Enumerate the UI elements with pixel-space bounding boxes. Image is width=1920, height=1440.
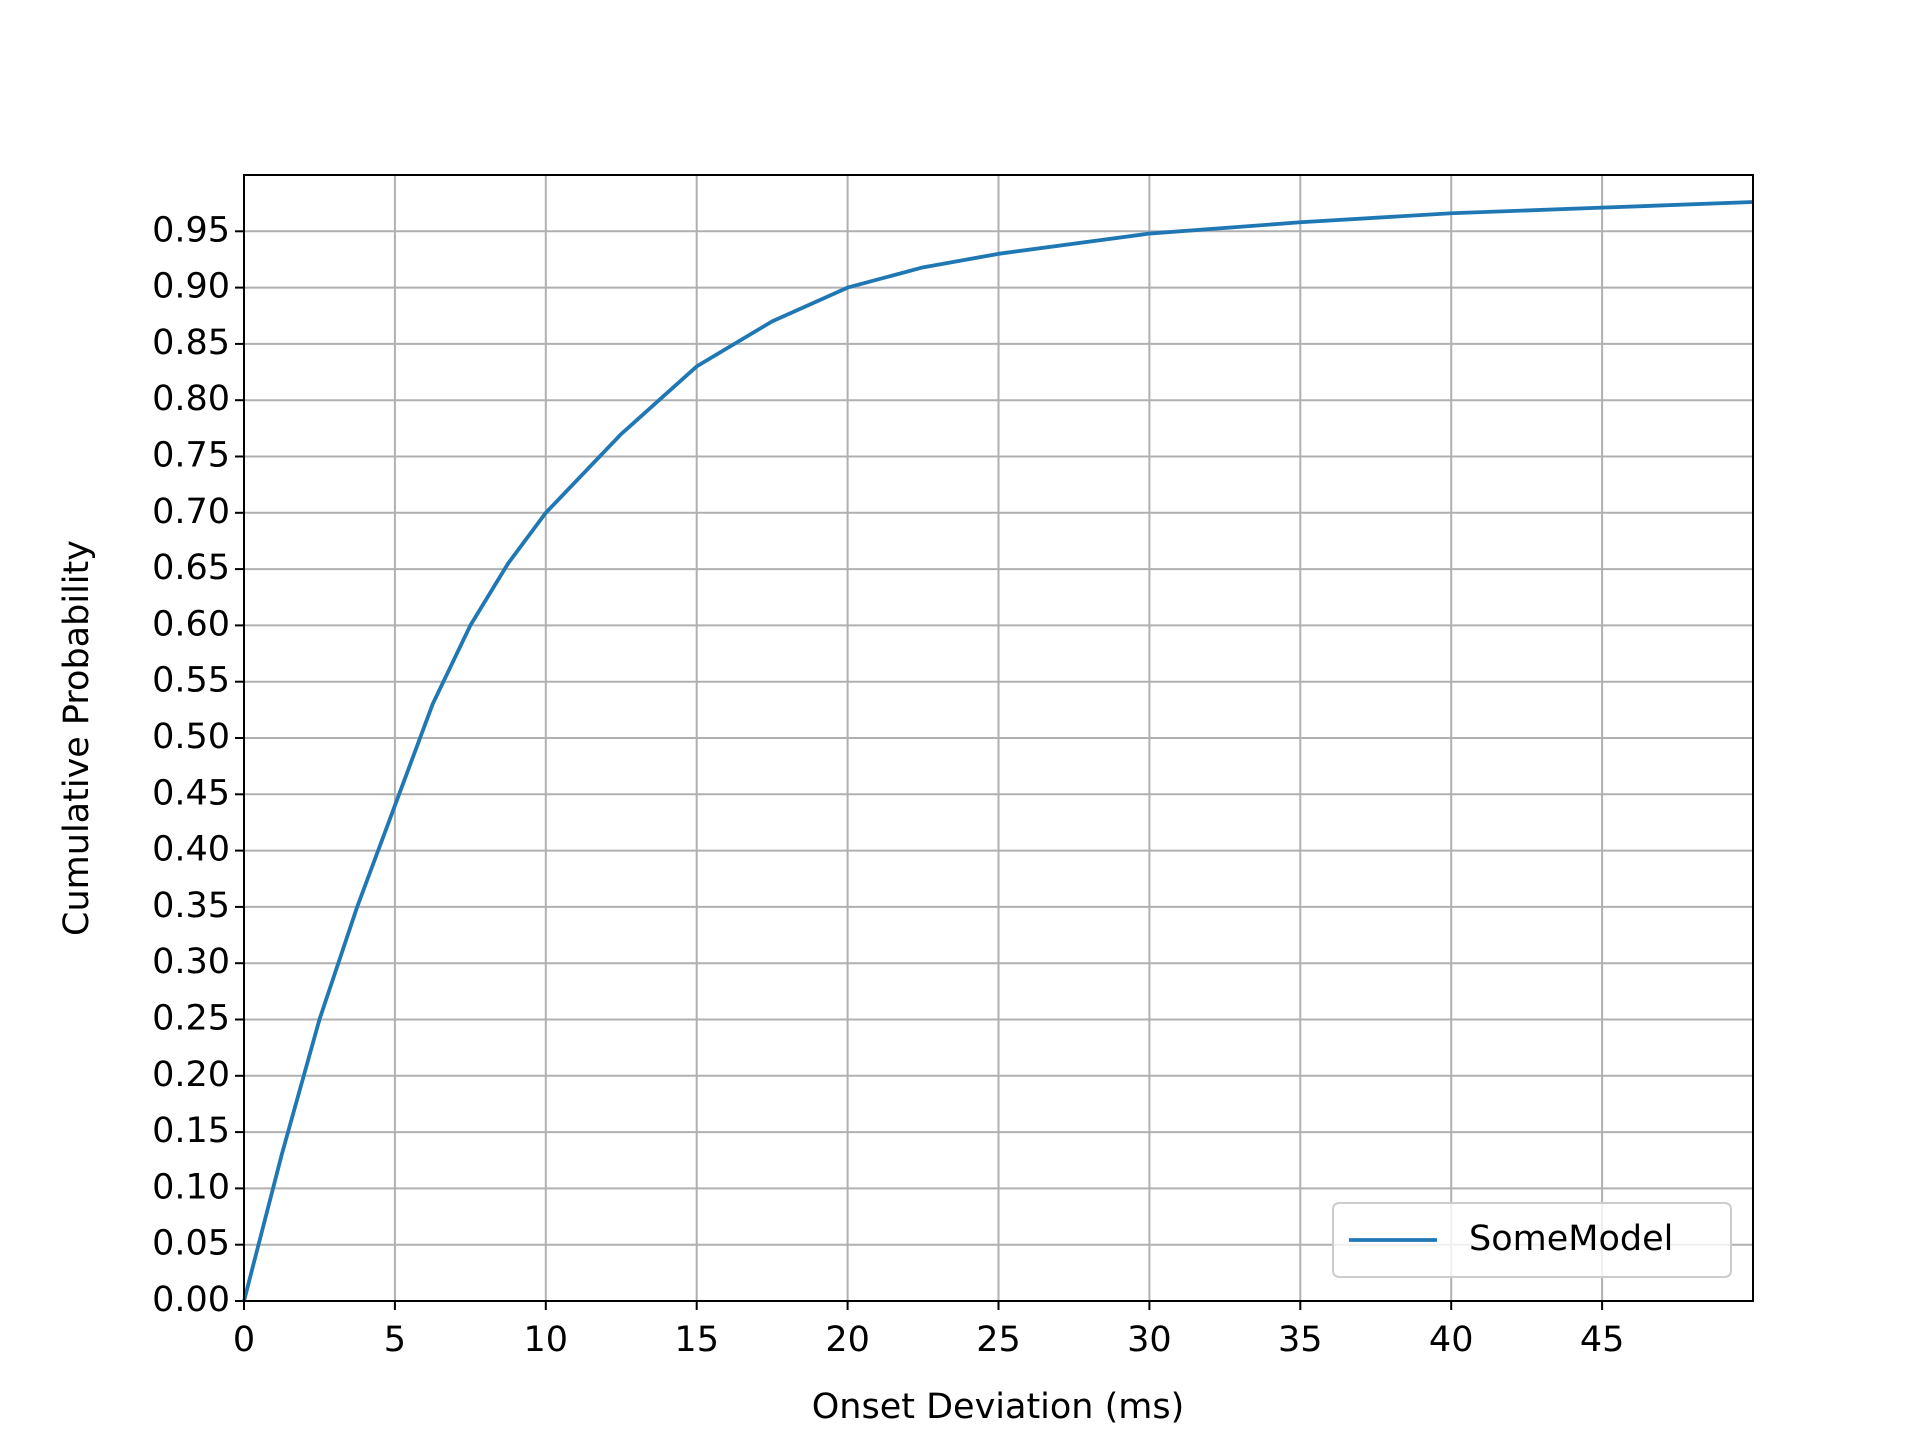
y-tick-label: 0.05 [152, 1224, 230, 1264]
x-tick-label: 35 [1278, 1320, 1323, 1360]
x-tick-label: 10 [524, 1320, 569, 1360]
y-tick-label: 0.20 [152, 1055, 230, 1095]
y-tick-label: 0.30 [152, 942, 230, 982]
x-tick-label: 40 [1429, 1320, 1474, 1360]
y-tick-label: 0.95 [152, 210, 230, 250]
y-tick-label: 0.65 [152, 548, 230, 588]
y-tick-label: 0.70 [152, 492, 230, 532]
y-tick-label: 0.40 [152, 830, 230, 870]
line [242, 200, 1754, 1302]
y-tick-label: 0.00 [152, 1280, 230, 1320]
legend-label: SomeModel [1469, 1219, 1673, 1259]
y-tick-label: 0.35 [152, 886, 230, 926]
y-tick-label: 0.60 [152, 604, 230, 644]
x-tick-label: 15 [674, 1320, 719, 1360]
y-axis-label: Cumulative Probability [57, 540, 97, 936]
x-tick-label: 25 [976, 1320, 1021, 1360]
y-tick-label: 0.10 [152, 1167, 230, 1207]
x-tick-label: 5 [384, 1320, 406, 1360]
y-tick-label: 0.75 [152, 436, 230, 476]
x-tick-label: 45 [1580, 1320, 1625, 1360]
y-tick-label: 0.85 [152, 323, 230, 363]
legend-box [1332, 1202, 1732, 1278]
y-tick-label: 0.15 [152, 1111, 230, 1151]
y-tick-label: 0.90 [152, 267, 230, 307]
x-tick-label: 30 [1127, 1320, 1172, 1360]
x-axis-label: Onset Deviation (ms) [812, 1387, 1185, 1427]
y-tick-label: 0.55 [152, 661, 230, 701]
x-tick-label: 0 [233, 1320, 255, 1360]
plot-frame [243, 174, 1754, 1302]
y-tick-label: 0.50 [152, 717, 230, 757]
y-tick-label: 0.80 [152, 379, 230, 419]
y-tick-label: 0.45 [152, 773, 230, 813]
y-tick-label: 0.25 [152, 999, 230, 1039]
x-tick-label: 20 [825, 1320, 870, 1360]
